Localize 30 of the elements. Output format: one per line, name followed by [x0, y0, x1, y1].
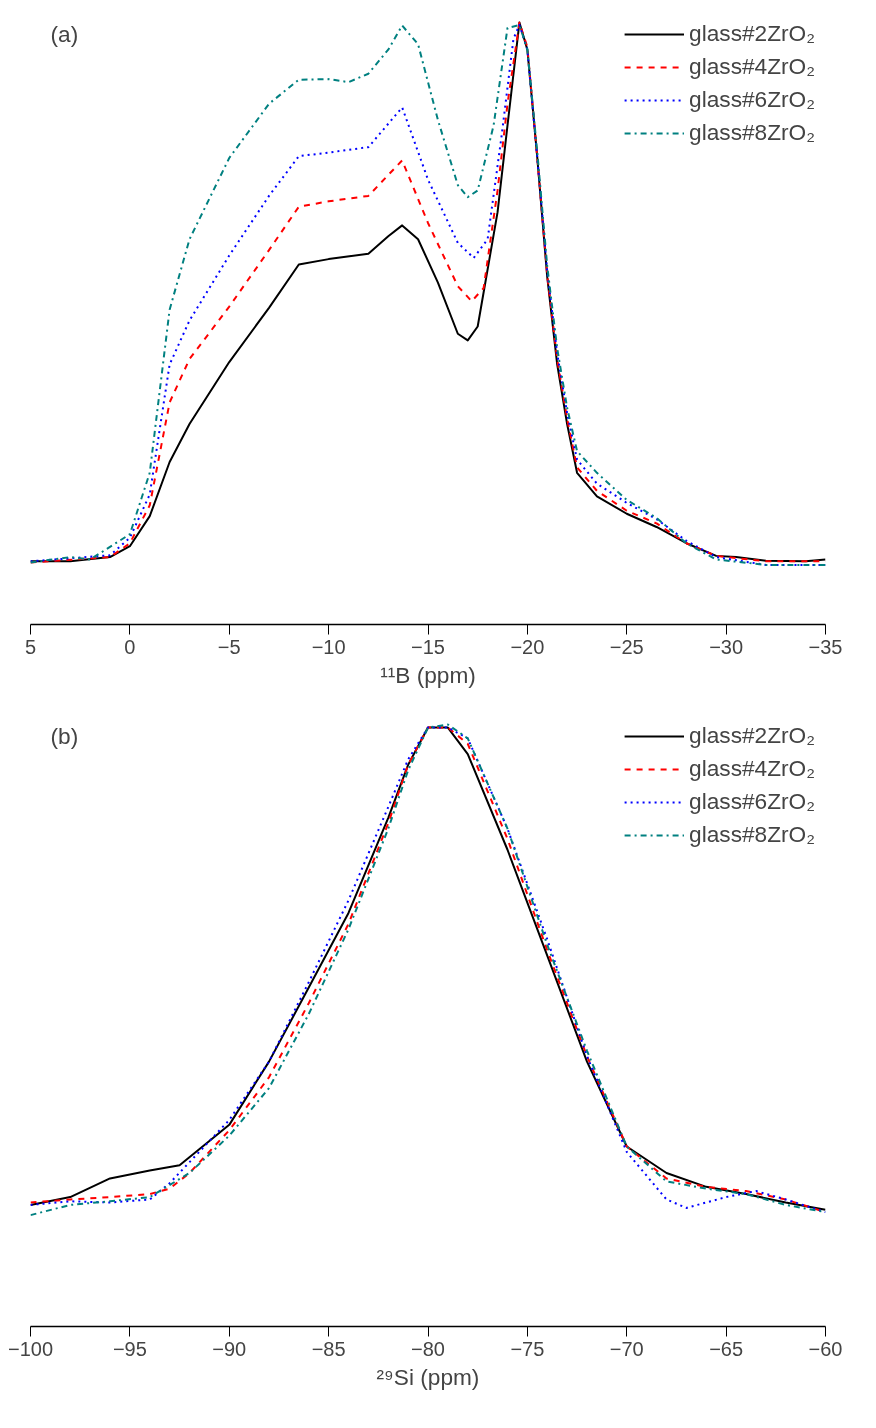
x-tick-label: −30	[709, 635, 744, 658]
x-tick-label: −15	[411, 635, 445, 658]
x-tick-label: −100	[7, 1337, 54, 1360]
x-tick-label: 5	[24, 635, 37, 658]
x-tick-label: −75	[510, 1337, 545, 1360]
legend-label: glass#2ZrO₂	[689, 20, 815, 47]
x-tick-label: −5	[217, 635, 241, 658]
x-axis-title: ¹¹B (ppm)	[380, 661, 476, 688]
annotation: (a)	[50, 20, 79, 47]
x-tick-label: −95	[112, 1337, 147, 1360]
x-tick-label: −20	[510, 635, 545, 658]
x-tick-label: −10	[311, 635, 346, 658]
x-axis-title: ²⁹Si (ppm)	[376, 1363, 480, 1390]
x-tick-label: −25	[609, 635, 644, 658]
legend-label: glass#2ZrO₂	[689, 722, 815, 749]
legend-label: glass#4ZrO₂	[689, 755, 815, 782]
annotation: (b)	[50, 722, 79, 749]
legend-label: glass#8ZrO₂	[689, 119, 815, 146]
x-tick-label: −70	[609, 1337, 644, 1360]
legend-label: glass#4ZrO₂	[689, 53, 815, 80]
x-tick-label: 0	[124, 635, 136, 658]
x-tick-label: −85	[311, 1337, 346, 1360]
x-tick-label: −80	[411, 1337, 445, 1360]
x-tick-label: −65	[709, 1337, 744, 1360]
x-tick-label: −90	[212, 1337, 247, 1360]
x-tick-label: −35	[808, 635, 843, 658]
legend-label: glass#6ZrO₂	[689, 86, 815, 113]
x-tick-label: −60	[808, 1337, 843, 1360]
legend-label: glass#6ZrO₂	[689, 788, 815, 815]
legend-label: glass#8ZrO₂	[689, 821, 815, 848]
